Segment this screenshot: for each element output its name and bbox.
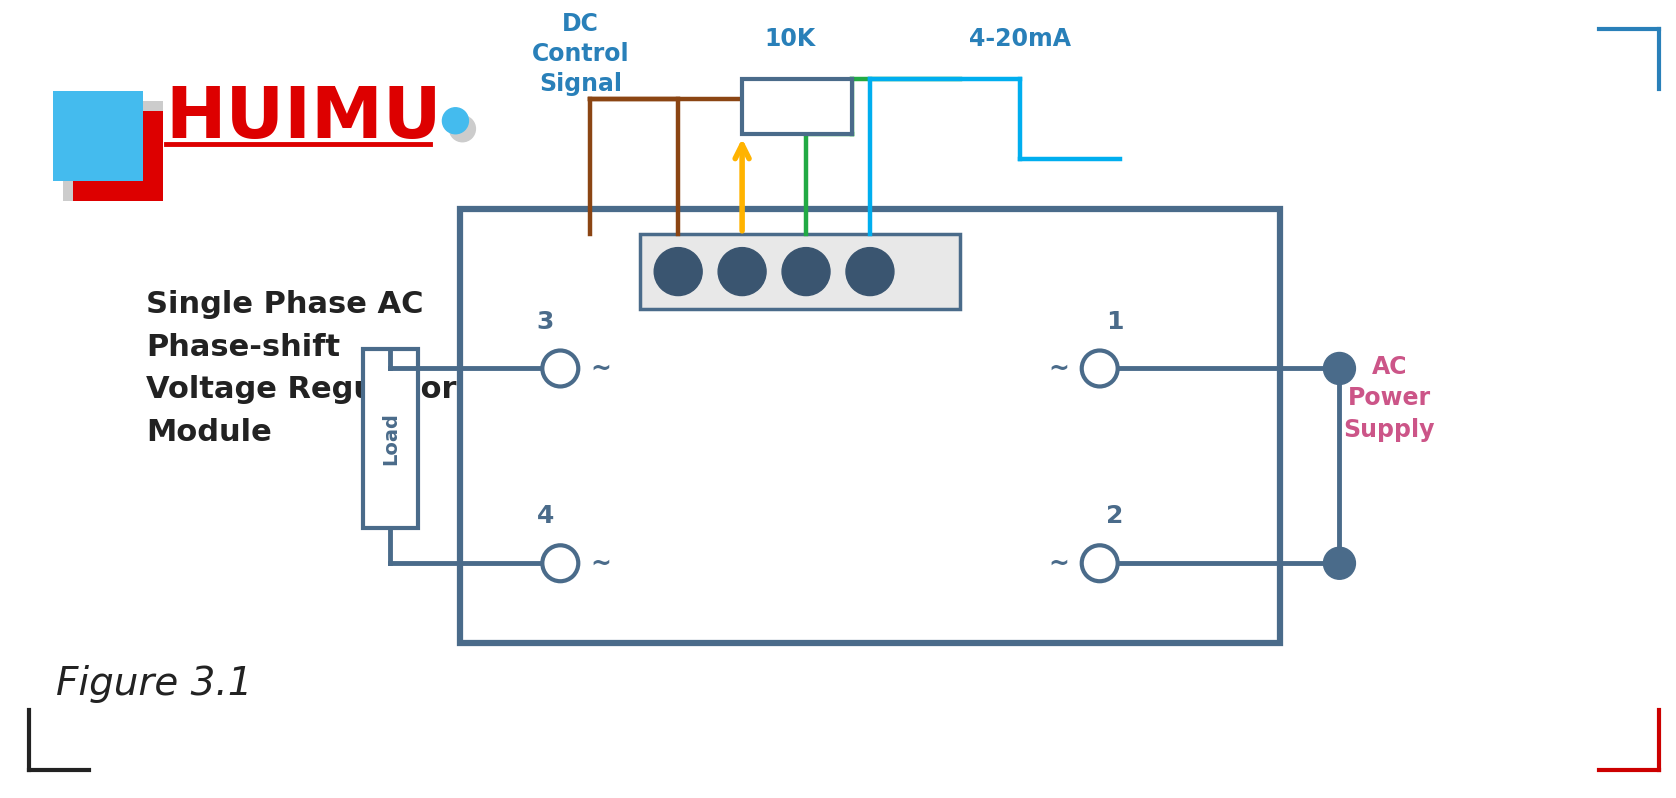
Text: ~: ~	[1049, 357, 1069, 381]
Text: ~: ~	[1049, 551, 1069, 575]
Circle shape	[442, 108, 468, 134]
Circle shape	[654, 247, 702, 295]
Bar	[54, 91, 142, 180]
Circle shape	[783, 247, 830, 295]
Text: 4-20mA: 4-20mA	[969, 27, 1071, 51]
Circle shape	[1324, 353, 1356, 385]
Text: 10K: 10K	[764, 27, 816, 51]
Text: HUIMU: HUIMU	[166, 85, 442, 153]
Bar	[461, 208, 1279, 643]
Bar	[362, 349, 419, 528]
Bar	[742, 79, 851, 134]
Text: 2: 2	[1106, 504, 1123, 528]
Text: Single Phase AC
Phase-shift
Voltage Regulator
Module: Single Phase AC Phase-shift Voltage Regu…	[146, 290, 456, 447]
Circle shape	[1081, 545, 1118, 581]
Circle shape	[1081, 350, 1118, 386]
Circle shape	[543, 545, 578, 581]
Text: 1: 1	[1106, 310, 1123, 334]
Text: Load: Load	[380, 412, 401, 465]
Bar	[640, 234, 960, 309]
Circle shape	[543, 350, 578, 386]
Bar	[64, 111, 153, 200]
Bar	[72, 111, 163, 200]
Circle shape	[717, 247, 766, 295]
Text: DC
Control
Signal: DC Control Signal	[531, 12, 628, 96]
Text: Figure 3.1: Figure 3.1	[55, 665, 253, 703]
Circle shape	[1324, 547, 1356, 579]
Text: ~: ~	[590, 357, 612, 381]
Circle shape	[449, 116, 476, 142]
Text: AC
Power
Supply: AC Power Supply	[1344, 355, 1435, 442]
Text: 4: 4	[536, 504, 555, 528]
Bar	[72, 101, 163, 191]
Text: ~: ~	[590, 551, 612, 575]
Circle shape	[846, 247, 893, 295]
Text: 3: 3	[536, 310, 555, 334]
